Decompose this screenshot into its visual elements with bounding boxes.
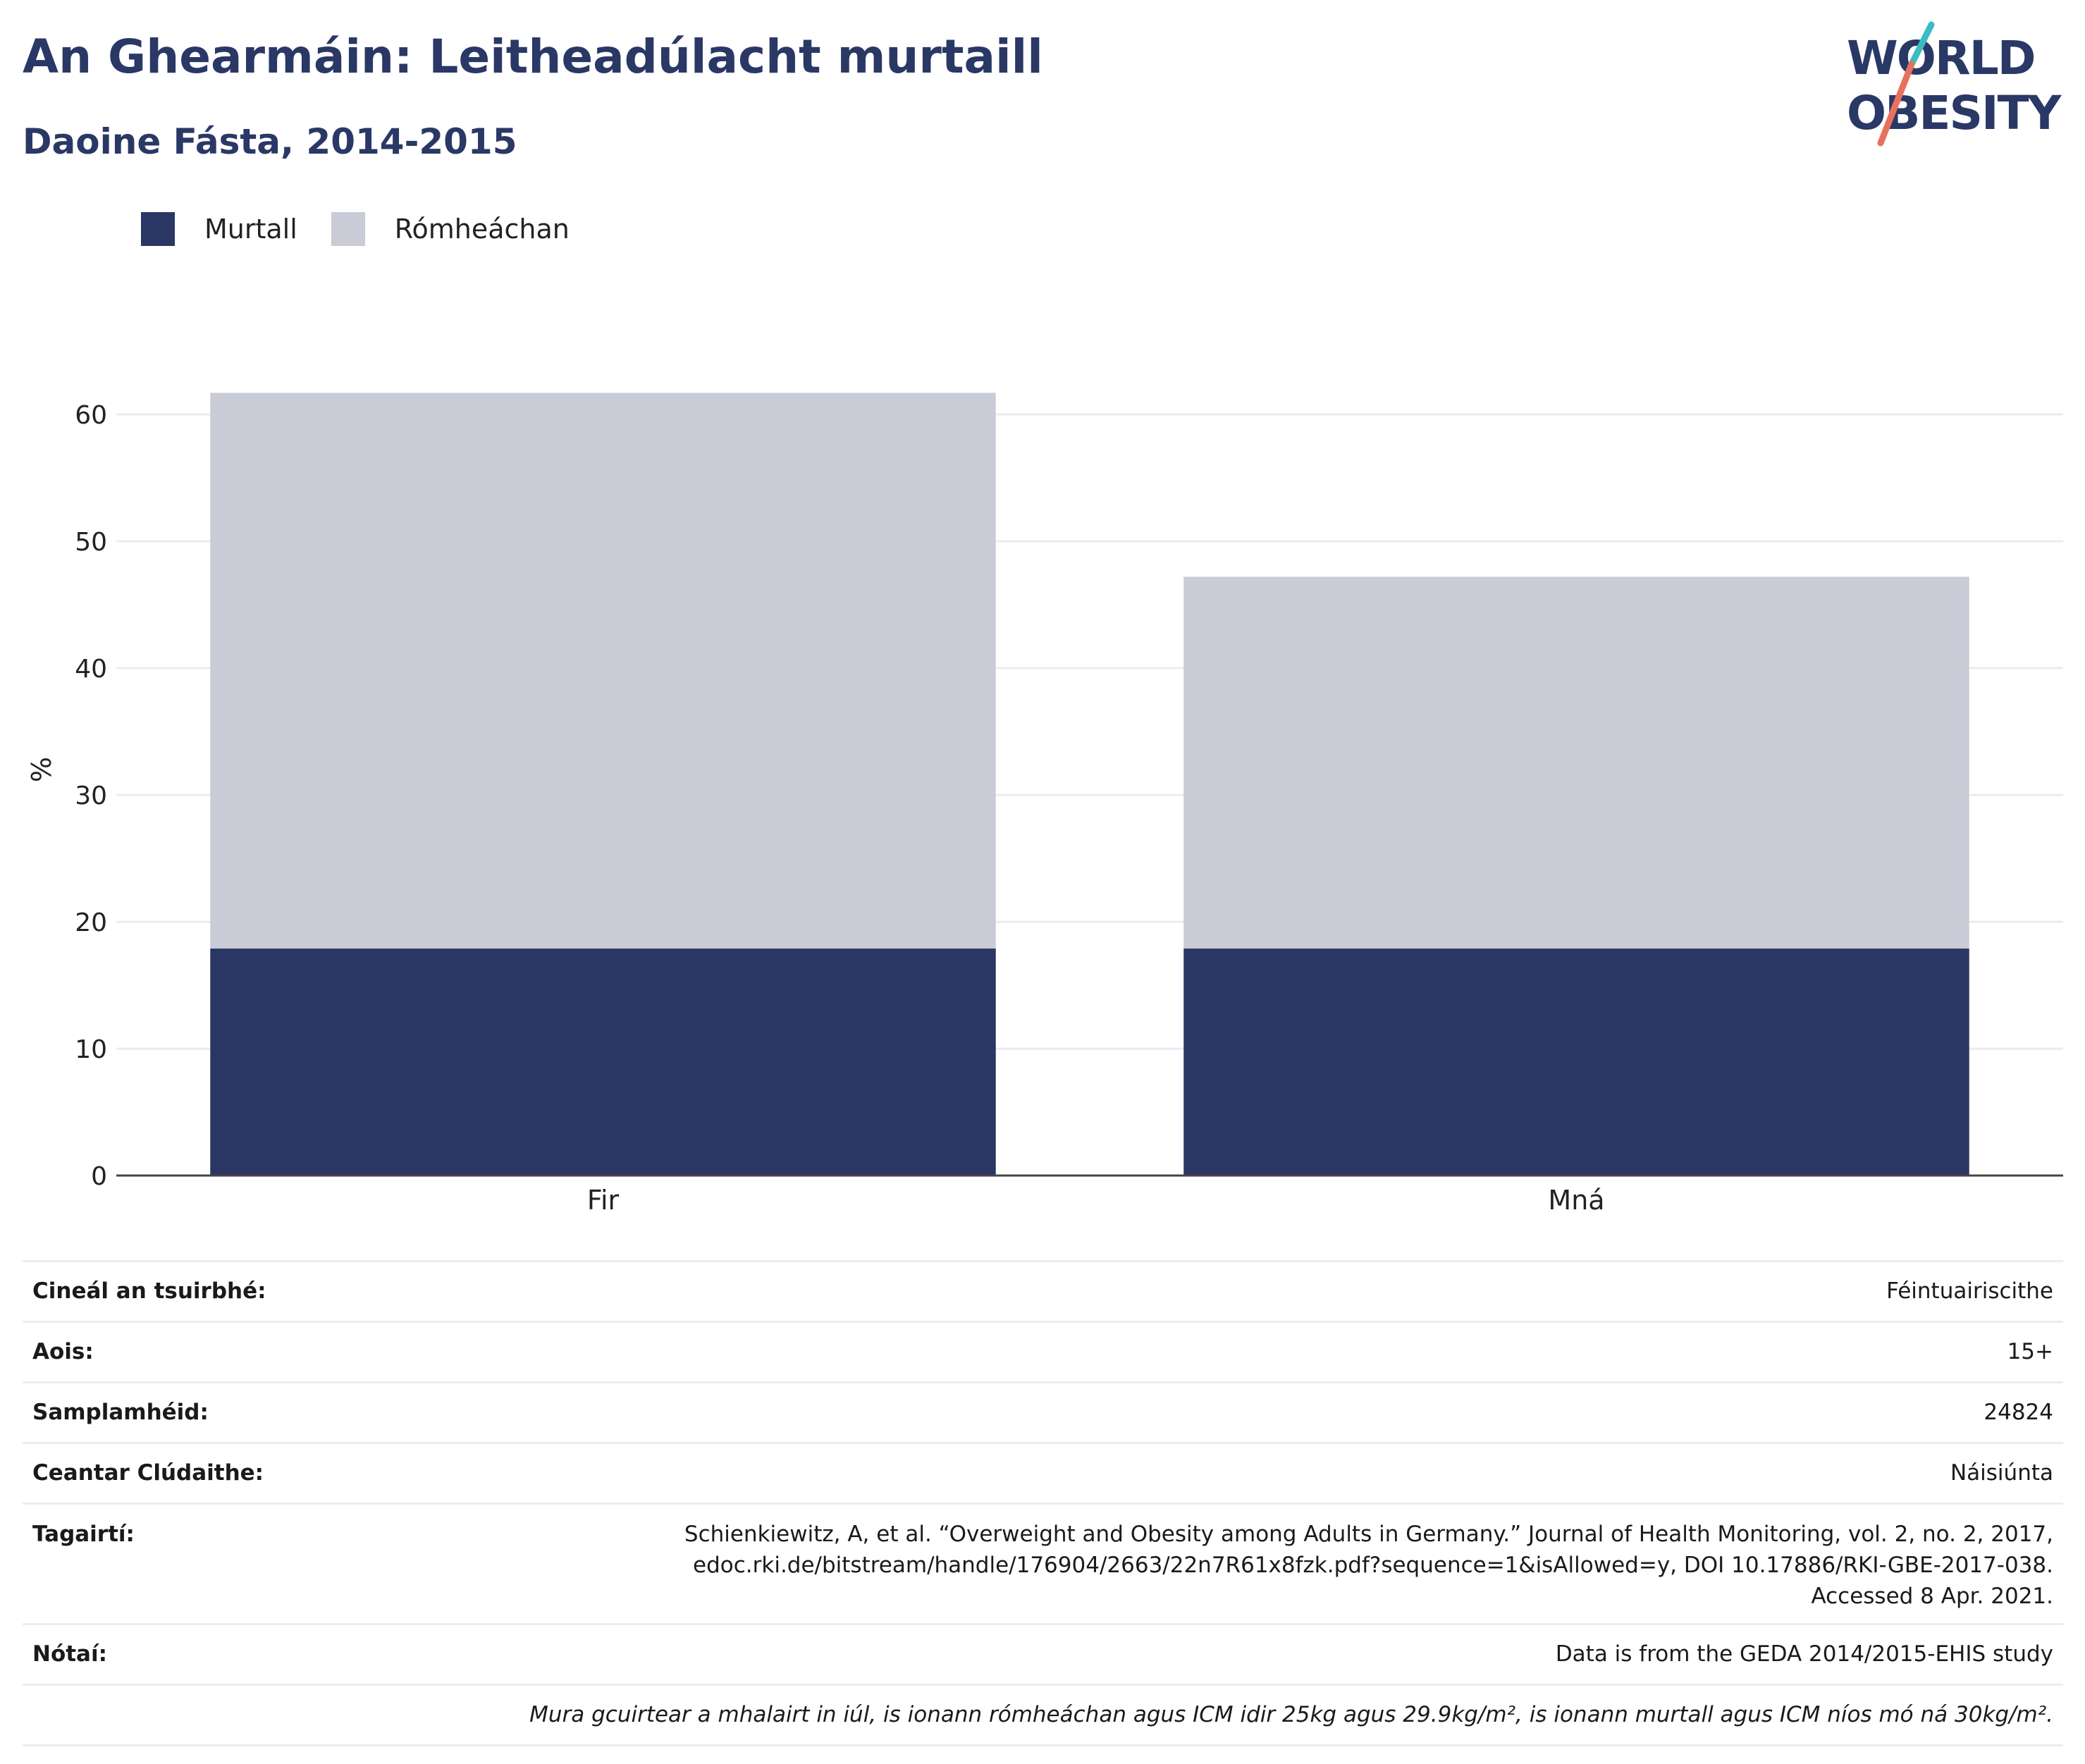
info-value: 15+ <box>337 1321 2063 1383</box>
bar-romheachan <box>210 393 996 949</box>
info-key: Tagairtí: <box>23 1503 338 1624</box>
info-value: 24824 <box>337 1381 2063 1443</box>
legend-label-murtall: Murtall <box>204 214 297 245</box>
info-key: Nótaí: <box>23 1623 338 1685</box>
world-obesity-logo: WORLD OBESITY <box>1847 21 2064 147</box>
bar-chart: 0 10 20 30 40 50 60% Fir Mná <box>26 393 2063 1216</box>
chart-legend: Murtall Rómheáchan <box>141 208 603 250</box>
y-tick-label: 10 <box>75 1035 107 1064</box>
bar-murtall <box>210 948 996 1176</box>
info-table: Cineál an tsuirbhé: Féintuairiscithe Aoi… <box>23 1260 2063 1746</box>
reference-line[interactable]: edoc.rki.de/bitstream/handle/176904/2663… <box>693 1553 2053 1578</box>
bar-romheachan <box>1183 576 1969 949</box>
info-value-references: Schienkiewitz, A, et al. “Overweight and… <box>337 1503 2063 1624</box>
logo-line-1: WORLD <box>1847 31 2035 85</box>
info-value: Data is from the GEDA 2014/2015-EHIS stu… <box>337 1623 2063 1685</box>
y-tick-label: 50 <box>75 528 107 557</box>
legend-swatch-romheachan <box>331 212 365 246</box>
y-axis-label: % <box>26 757 57 782</box>
logo-slash-teal <box>1908 21 1935 68</box>
logo-slash-coral <box>1877 61 1915 147</box>
y-tick-label: 20 <box>75 908 107 937</box>
x-tick-label: Fir <box>587 1185 620 1216</box>
info-key: Samplamhéid: <box>23 1381 338 1443</box>
legend-label-romheachan: Rómheáchan <box>394 214 570 245</box>
info-value: Féintuairiscithe <box>337 1260 2063 1322</box>
bar-murtall <box>1183 948 1969 1176</box>
info-row-age: Aois: 15+ <box>23 1321 2063 1383</box>
logo-line-2: OBESITY <box>1847 86 2062 140</box>
legend-item-murtall[interactable]: Murtall <box>141 212 297 246</box>
info-row-survey-type: Cineál an tsuirbhé: Féintuairiscithe <box>23 1260 2063 1322</box>
legend-swatch-murtall <box>141 212 175 246</box>
y-tick-label: 30 <box>75 782 107 810</box>
x-tick-label: Mná <box>1548 1185 1604 1216</box>
info-row-footnote: Mura gcuirtear a mhalairt in iúl, is ion… <box>23 1684 2063 1746</box>
chart-title: An Ghearmáin: Leitheadúlacht murtaill <box>23 30 1043 84</box>
y-tick-label: 40 <box>75 655 107 684</box>
info-key: Aois: <box>23 1321 338 1383</box>
info-key: Cineál an tsuirbhé: <box>23 1260 338 1322</box>
y-tick-label: 60 <box>75 401 107 430</box>
legend-item-romheachan[interactable]: Rómheáchan <box>331 212 570 246</box>
chart-subtitle: Daoine Fásta, 2014-2015 <box>23 121 517 162</box>
info-row-coverage: Ceantar Clúdaithe: Náisiúnta <box>23 1442 2063 1504</box>
y-tick-label: 0 <box>91 1162 107 1191</box>
footnote: Mura gcuirtear a mhalairt in iúl, is ion… <box>23 1684 2063 1746</box>
info-row-references: Tagairtí: Schienkiewitz, A, et al. “Over… <box>23 1503 2063 1624</box>
info-row-sample-size: Samplamhéid: 24824 <box>23 1381 2063 1443</box>
reference-line: Accessed 8 Apr. 2021. <box>1811 1584 2053 1609</box>
info-row-notes: Nótaí: Data is from the GEDA 2014/2015-E… <box>23 1623 2063 1685</box>
info-value: Náisiúnta <box>337 1442 2063 1504</box>
info-key: Ceantar Clúdaithe: <box>23 1442 338 1504</box>
reference-line: Schienkiewitz, A, et al. “Overweight and… <box>684 1522 2053 1547</box>
